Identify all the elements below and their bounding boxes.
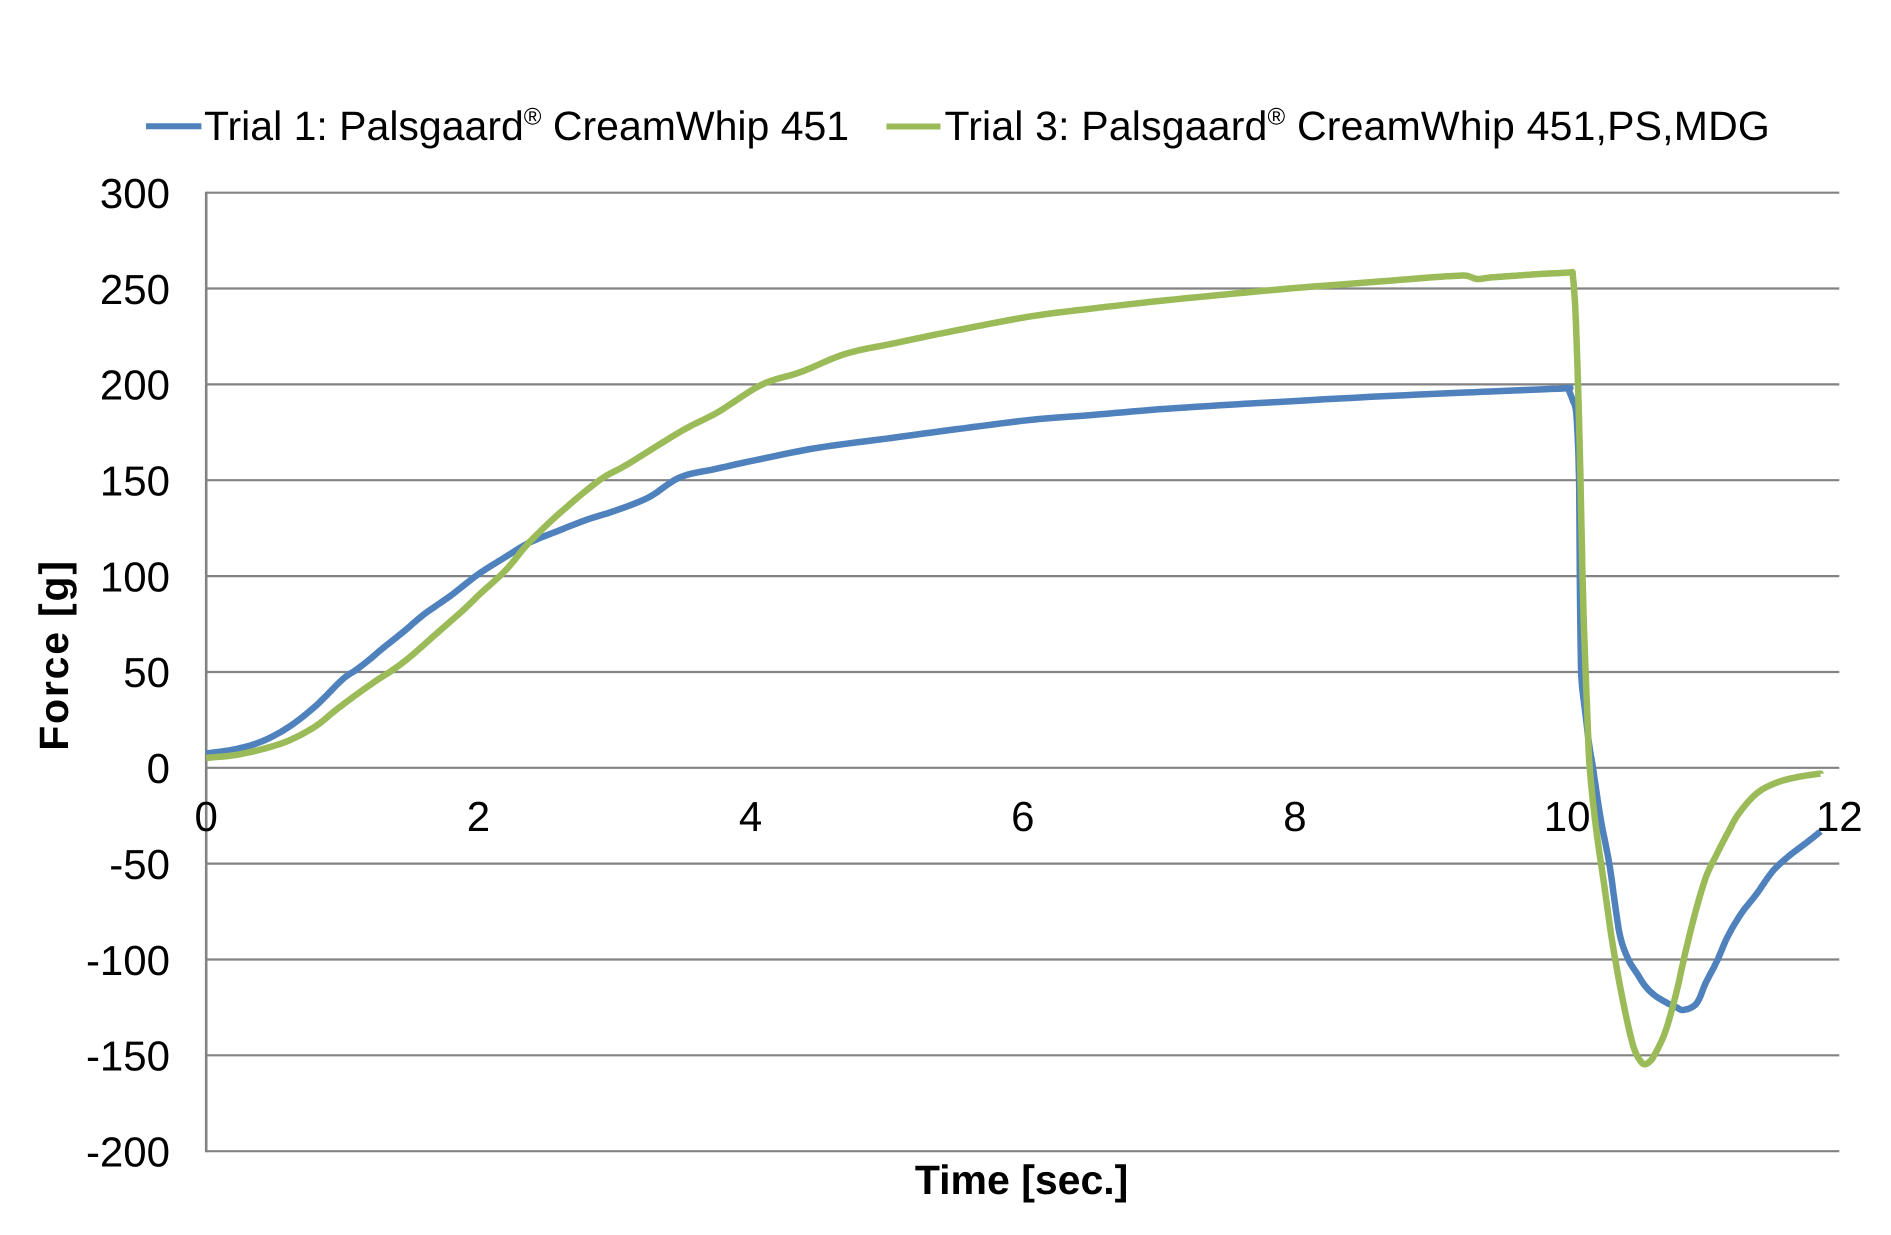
- svg-text:6: 6: [1011, 793, 1034, 840]
- svg-text:8: 8: [1283, 793, 1306, 840]
- svg-text:-100: -100: [86, 937, 170, 984]
- svg-text:Time [sec.]: Time [sec.]: [915, 1157, 1128, 1203]
- svg-text:0: 0: [147, 745, 170, 792]
- svg-text:150: 150: [100, 458, 170, 505]
- svg-text:Trial 3: Palsgaard® CreamWhip: Trial 3: Palsgaard® CreamWhip 451,PS,MDG: [945, 103, 1770, 149]
- svg-text:-50: -50: [109, 841, 170, 888]
- svg-text:4: 4: [739, 793, 762, 840]
- svg-text:Force [g]: Force [g]: [31, 559, 77, 751]
- svg-text:-150: -150: [86, 1033, 170, 1080]
- svg-text:250: 250: [100, 266, 170, 313]
- svg-text:200: 200: [100, 362, 170, 409]
- svg-text:2: 2: [467, 793, 490, 840]
- svg-text:100: 100: [100, 553, 170, 600]
- svg-text:10: 10: [1544, 793, 1591, 840]
- svg-text:300: 300: [100, 170, 170, 217]
- svg-text:0: 0: [195, 793, 218, 840]
- svg-text:Trial 1: Palsgaard® CreamWhip: Trial 1: Palsgaard® CreamWhip 451: [204, 103, 849, 149]
- svg-text:-200: -200: [86, 1129, 170, 1176]
- svg-text:50: 50: [123, 649, 170, 696]
- svg-text:12: 12: [1816, 793, 1863, 840]
